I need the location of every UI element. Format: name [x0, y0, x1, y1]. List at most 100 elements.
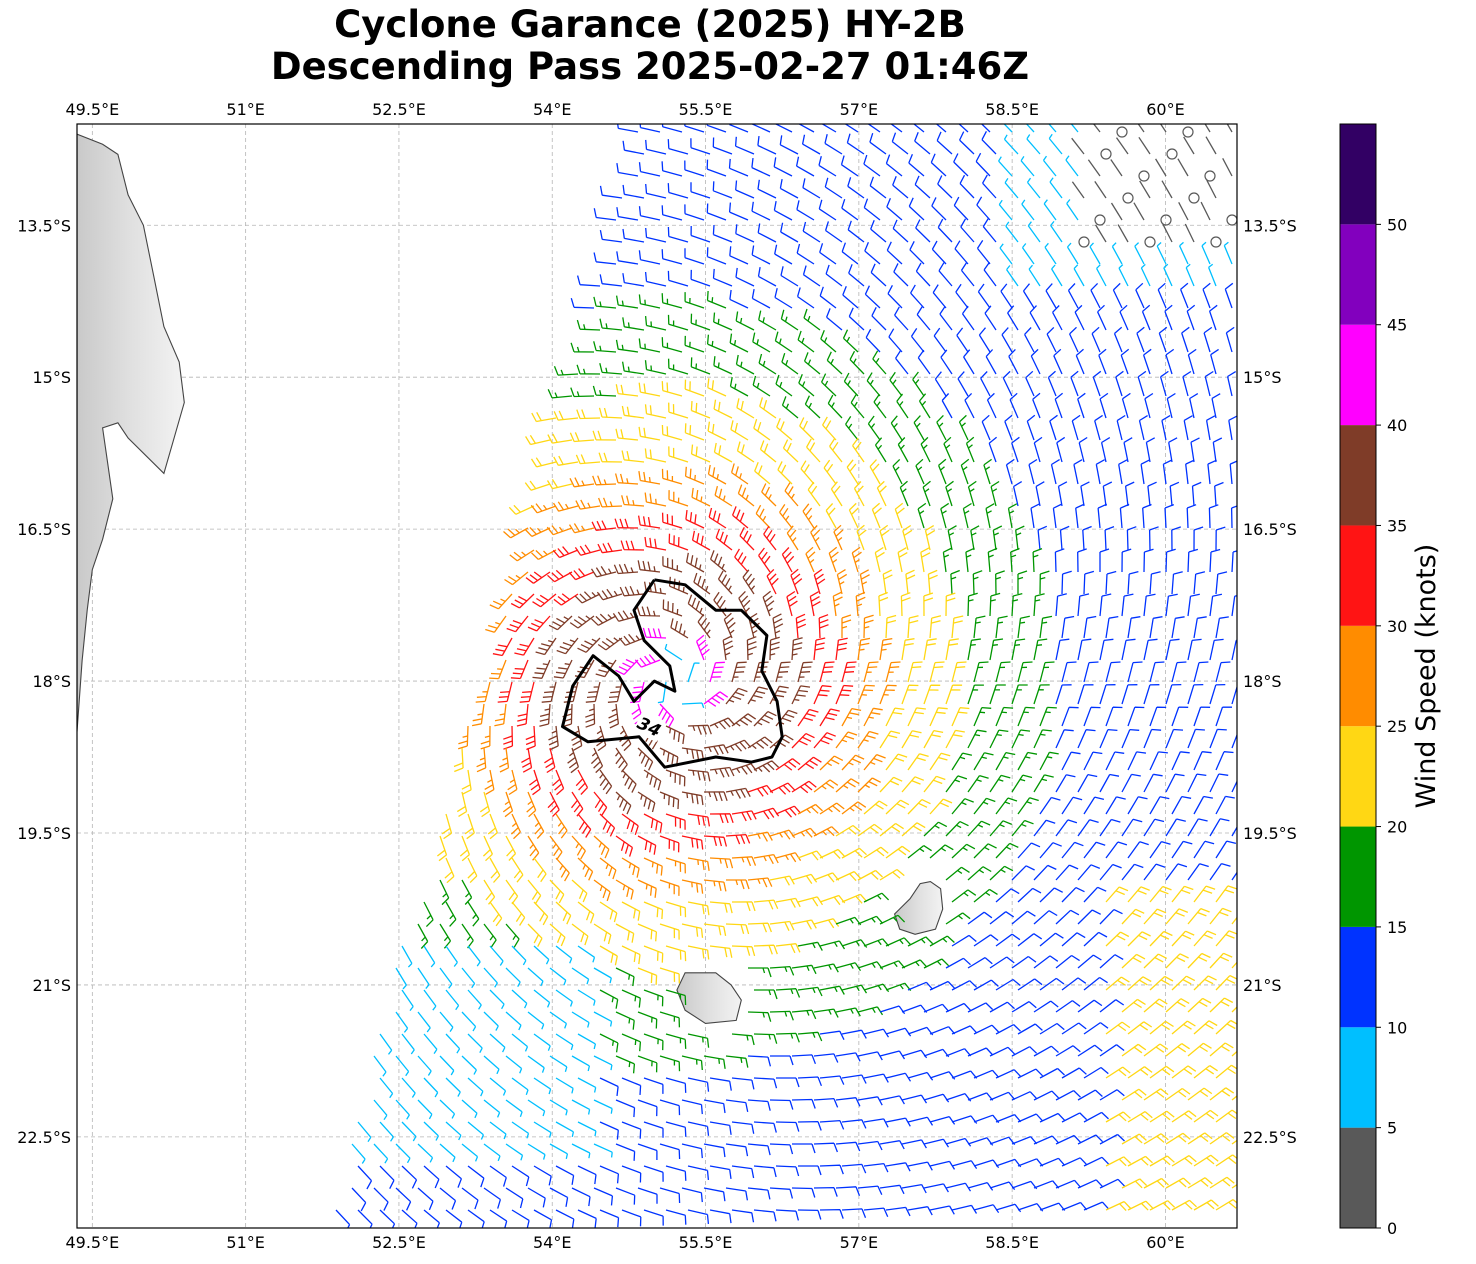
wind-barb: [728, 158, 749, 177]
wind-barb: [1121, 953, 1146, 969]
wind-barb: [995, 706, 1014, 727]
wind-barb: [423, 1209, 441, 1228]
wind-barb: [644, 360, 667, 375]
wind-barb: [1066, 242, 1079, 265]
wind-barb: [1121, 1133, 1147, 1145]
wind-barb: [871, 307, 887, 331]
wind-barb: [1002, 370, 1013, 397]
wind-barb: [1200, 201, 1211, 221]
wind-barb: [1165, 728, 1184, 749]
wind-barb: [505, 923, 520, 948]
wind-barb: [593, 1011, 613, 1027]
land-madagascar: [77, 133, 185, 732]
wind-barb: [401, 1077, 416, 1098]
wind-barb: [1133, 202, 1145, 221]
wind-barb: [571, 835, 586, 860]
wind-barb: [769, 1143, 794, 1155]
wind-barb: [693, 572, 711, 595]
wind-barb: [1105, 886, 1129, 903]
wind-barb: [757, 266, 777, 287]
wind-barb: [1017, 706, 1035, 727]
wind-barb: [874, 437, 887, 463]
wind-barb: [1055, 638, 1070, 661]
wind-barb: [791, 685, 811, 705]
wind-barb: [1228, 415, 1237, 441]
wind-barb: [524, 526, 551, 537]
wind-barb: [599, 769, 613, 795]
wind-barb: [1043, 199, 1057, 221]
wind-barb: [967, 1181, 994, 1191]
wind-barb: [1149, 885, 1172, 903]
wind-barb: [863, 614, 874, 639]
wind-barb: [1149, 1155, 1175, 1167]
wind-barb: [423, 1121, 439, 1141]
wind-barb: [735, 224, 755, 243]
wind-barb: [1017, 842, 1041, 859]
wind-barb: [1030, 348, 1041, 375]
wind-barb: [901, 1183, 927, 1194]
wind-barb: [967, 638, 981, 661]
wind-barb: [747, 831, 773, 842]
wind-barb: [1193, 1020, 1218, 1035]
wind-barb: [914, 132, 931, 155]
wind-barb: [907, 661, 923, 683]
wind-barb: [1054, 392, 1064, 419]
wind-barb: [547, 791, 560, 818]
wind-barb: [1077, 1179, 1104, 1189]
wind-barb: [1039, 1112, 1066, 1123]
wind-barb: [592, 475, 617, 486]
wind-barb: [954, 240, 969, 265]
wind-barb: [930, 153, 947, 177]
wind-barb: [1098, 348, 1107, 375]
wind-barb: [863, 846, 889, 859]
wind-barb: [590, 747, 604, 774]
wind-barb: [709, 1077, 732, 1091]
wind-barb: [1187, 593, 1200, 617]
wind-barb: [552, 501, 579, 512]
wind-barb: [841, 754, 865, 771]
wind-barb: [923, 958, 950, 969]
wind-barb: [505, 1143, 524, 1161]
wind-barb: [923, 684, 941, 705]
wind-barb: [819, 1030, 845, 1040]
wind-barb: [1231, 550, 1237, 573]
wind-barb: [751, 158, 771, 177]
wind-barb: [775, 1165, 800, 1177]
wind-barb: [955, 283, 969, 309]
wind-barb: [973, 1024, 1000, 1035]
wind-barb: [967, 820, 991, 837]
wind-barb: [914, 175, 931, 199]
wind-barb: [1055, 1179, 1082, 1189]
wind-barb: [1065, 155, 1079, 177]
wind-barb: [659, 1187, 681, 1204]
wind-barb: [667, 358, 689, 375]
wind-barb: [857, 869, 883, 881]
wind-barb: [722, 635, 734, 661]
wind-barb: [690, 138, 711, 155]
wind-barb: [1193, 1199, 1219, 1211]
wind-barb: [571, 923, 589, 946]
wind-barb: [747, 922, 773, 933]
wind-barb: [480, 725, 491, 750]
wind-barb: [1099, 818, 1121, 837]
wind-barb: [888, 328, 903, 353]
wind-barb: [813, 732, 836, 749]
wind-barb: [619, 585, 645, 597]
wind-barb: [730, 420, 749, 441]
wind-barb: [1044, 242, 1057, 265]
wind-barb: [417, 1187, 434, 1211]
wind-barb: [1209, 548, 1221, 573]
wind-barb: [747, 784, 774, 797]
wind-barb: [1206, 179, 1217, 199]
wind-barb: [819, 661, 835, 683]
wind-barb: [622, 228, 645, 243]
wind-barb: [797, 1209, 822, 1220]
wind-barb: [703, 1099, 726, 1114]
wind-barb: [960, 218, 975, 243]
wind-barb: [951, 980, 978, 991]
wind-barb: [751, 288, 771, 309]
wind-barb: [1083, 706, 1101, 727]
wind-barb: [819, 755, 844, 771]
wind-barb: [857, 1051, 883, 1061]
wind-barb: [813, 637, 826, 661]
